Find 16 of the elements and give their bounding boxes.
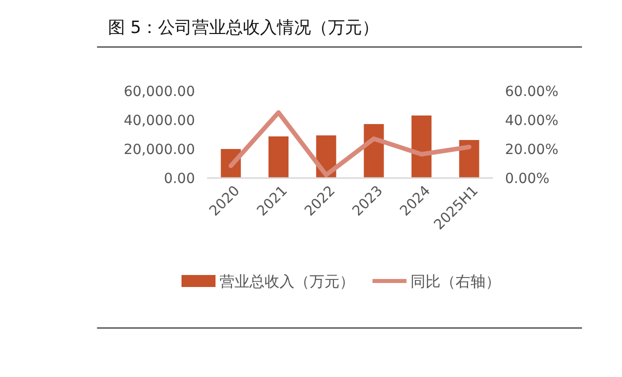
y2-tick-label: 40.00% [505, 112, 558, 129]
y-tick-label: 40,000.00 [124, 112, 195, 129]
line-series [228, 110, 472, 178]
y2-tick-label: 0.00% [505, 170, 550, 187]
bar [268, 136, 289, 178]
bar [364, 124, 384, 178]
y-tick-label: 20,000.00 [124, 142, 195, 158]
y2-tick-label: 60.00% [505, 84, 558, 100]
y-tick-label: 0.00 [164, 170, 195, 187]
legend-label: 营业总收入（万元） [220, 272, 354, 290]
bar [459, 140, 480, 178]
y-tick-label: 60,000.00 [124, 84, 195, 100]
y2-tick-label: 20.00% [505, 142, 558, 158]
legend-label: 同比（右轴） [410, 272, 500, 290]
bar [411, 116, 432, 178]
chart-title: 图 5：公司营业总收入情况（万元） [108, 18, 380, 38]
